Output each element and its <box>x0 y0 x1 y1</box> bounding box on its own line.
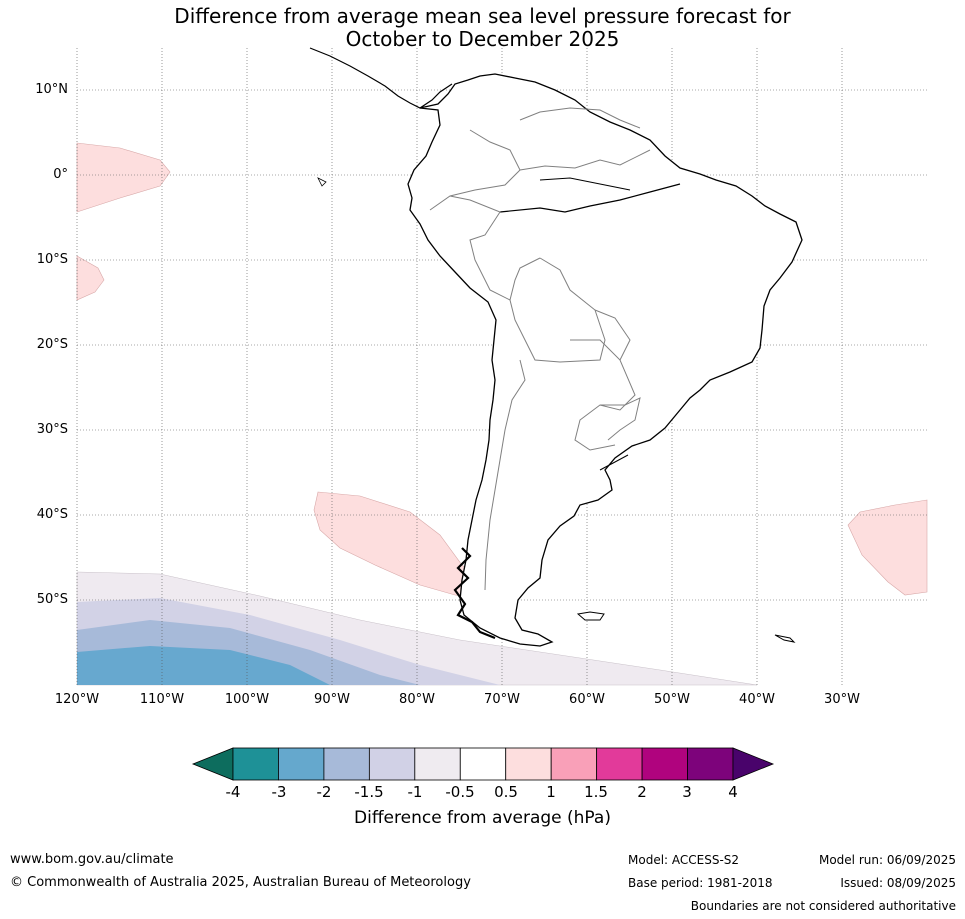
galapagos-islands <box>317 177 327 187</box>
footer-disclaimer: Boundaries are not considered authoritat… <box>690 899 956 913</box>
colorbar-tick: -4 <box>225 783 241 801</box>
lon-label-60w: 60°W <box>569 692 605 707</box>
south-america-outline <box>407 73 803 647</box>
colorbar-tick: 3 <box>682 783 692 801</box>
colorbar-cell <box>368 747 416 781</box>
colorbar-cell <box>550 747 598 781</box>
colorbar <box>191 747 775 781</box>
lat-label-50s: 50°S <box>36 592 68 607</box>
lon-label-30w: 30°W <box>824 692 860 707</box>
colorbar-tick: 2 <box>637 783 647 801</box>
colorbar-tick: -0.5 <box>445 783 475 801</box>
colorbar-cell <box>505 747 552 781</box>
colorbar-cell <box>641 747 688 781</box>
lat-label-40s: 40°S <box>36 507 68 522</box>
colorbar-label: Difference from average (hPa) <box>354 808 611 828</box>
footer-model-run: Model run: 06/09/2025 <box>818 853 956 867</box>
colorbar-tick: 1.5 <box>584 783 608 801</box>
anomaly-region-pos-0-5-west-equator <box>76 142 171 213</box>
colorbar-cell <box>596 747 643 781</box>
rio-de-la-plata <box>599 454 629 471</box>
lon-label-100w: 100°W <box>224 692 270 707</box>
colorbar-tick: 4 <box>728 783 738 801</box>
amazon-river <box>499 183 681 213</box>
lat-label-10s: 10°S <box>36 252 68 267</box>
lat-label-0: 0° <box>53 167 68 182</box>
central-america-outline <box>309 47 453 109</box>
anomaly-region-neg-2 <box>77 646 330 685</box>
map-title-line-1: Difference from average mean sea level p… <box>174 4 791 28</box>
lon-label-90w: 90°W <box>314 692 350 707</box>
lon-label-40w: 40°W <box>739 692 775 707</box>
colorbar-cell <box>232 747 279 781</box>
colorbar-tick: 1 <box>546 783 556 801</box>
lon-label-120w: 120°W <box>54 692 100 707</box>
colorbar-tick: 0.5 <box>494 783 518 801</box>
south-georgia <box>774 634 796 643</box>
falkland-islands <box>576 611 605 621</box>
orinoco-river <box>539 177 631 191</box>
colorbar-cell <box>687 747 734 781</box>
colorbar-cell <box>323 747 370 781</box>
lon-label-70w: 70°W <box>484 692 520 707</box>
lat-label-20s: 20°S <box>36 337 68 352</box>
lon-label-80w: 80°W <box>399 692 435 707</box>
colorbar-extend-low <box>191 747 234 781</box>
footer-website: www.bom.gov.au/climate <box>10 852 174 867</box>
colorbar-extend-high <box>732 747 775 781</box>
lon-label-110w: 110°W <box>139 692 185 707</box>
footer-copyright: © Commonwealth of Australia 2025, Austra… <box>10 875 471 890</box>
colorbar-cell <box>414 747 461 781</box>
colorbar-tick: -3 <box>271 783 287 801</box>
colorbar-tick: -2 <box>316 783 332 801</box>
colorbar-tick: -1 <box>407 783 423 801</box>
footer-model: Model: ACCESS-S2 <box>628 853 740 867</box>
southern-chile-islands <box>453 547 496 640</box>
footer-issued: Issued: 08/09/2025 <box>840 876 956 890</box>
country-borders <box>429 107 651 591</box>
colorbar-cell <box>278 747 325 781</box>
south-america-land <box>309 47 803 647</box>
footer-base-period: Base period: 1981-2018 <box>628 876 773 890</box>
colorbar-cell <box>459 747 507 781</box>
map-title-line-2: October to December 2025 <box>345 27 620 51</box>
colorbar-tick: -1.5 <box>354 783 384 801</box>
lat-label-30s: 30°S <box>36 422 68 437</box>
lon-label-50w: 50°W <box>654 692 690 707</box>
pressure-anomaly-map <box>76 47 928 686</box>
lat-label-10n: 10°N <box>35 82 68 97</box>
anomaly-region-pos-0-5-west-tropics <box>76 255 105 301</box>
anomaly-region-pos-0-5-south-atlantic <box>847 499 928 596</box>
